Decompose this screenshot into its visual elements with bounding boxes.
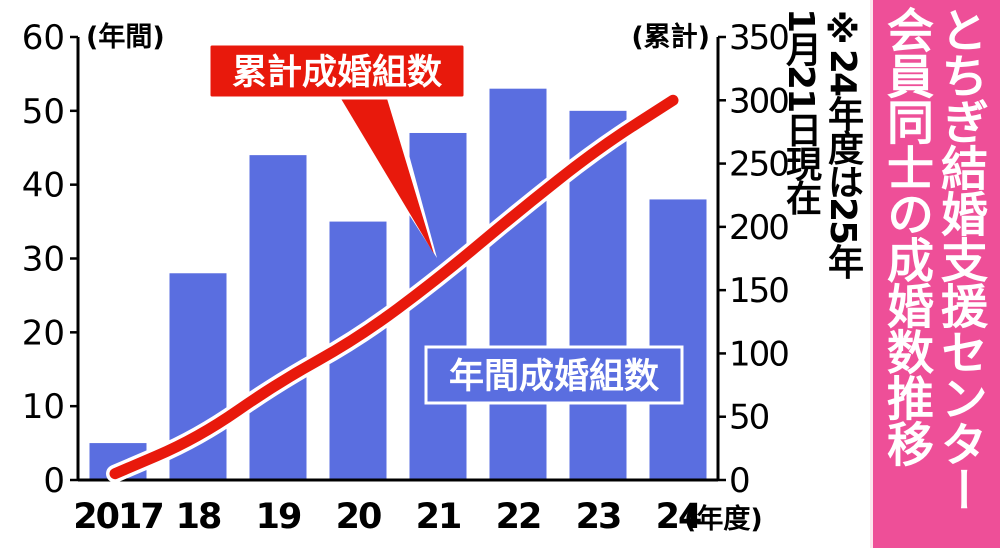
x-tick-label-21: 21 [416, 497, 461, 537]
bar-line-chart: 0 10 20 30 40 50 60 0 50 100 150 200 250 300 350 (年間) (累… [22, 18, 791, 537]
cumulative-line [109, 94, 679, 480]
bar-legend-label: 年間成婚組数 [449, 357, 659, 397]
x-tick-label-18: 18 [176, 497, 221, 537]
line-legend-label: 累計成婚組数 [232, 53, 442, 93]
chart-area: 0 10 20 30 40 50 60 0 50 100 150 200 250 300 350 (年間) (累… [0, 0, 870, 548]
right-tick-label: 350 [729, 18, 788, 58]
title-band [873, 0, 1000, 548]
cumulative-point-21 [437, 277, 439, 280]
cumulative-point-20 [357, 337, 359, 340]
chart-title-line1: とちぎ結婚支援センター [932, 6, 987, 512]
right-tick-label: 250 [729, 145, 788, 185]
right-tick-label: 200 [729, 208, 788, 248]
note-line1: ※24年度は25年 [822, 10, 863, 278]
right-tick-label: 0 [729, 461, 749, 501]
x-tick-label-23: 23 [576, 497, 621, 537]
left-tick-label: 20 [22, 313, 65, 353]
x-tick-label-19: 19 [256, 497, 301, 537]
right-axis-label: (累計) [631, 21, 710, 53]
left-axis-label: (年間) [86, 21, 165, 53]
bar-22 [489, 88, 547, 480]
left-tick-label: 40 [22, 166, 65, 206]
bar-19 [249, 155, 307, 480]
left-tick-label: 10 [22, 387, 65, 427]
chart-title-line2: 会員同士の成婚数推移 [878, 6, 933, 466]
left-tick-label: 50 [22, 92, 65, 132]
left-tick-label: 60 [22, 18, 65, 58]
right-tick-label: 300 [729, 81, 788, 121]
right-tick-label: 100 [729, 334, 788, 374]
right-tick-label: 150 [729, 271, 788, 311]
note-line2: 1月21日現在 [780, 8, 821, 214]
x-tick-label-22: 22 [496, 497, 541, 537]
left-tick-label: 30 [22, 240, 65, 280]
bar-legend-box [424, 345, 684, 405]
cumulative-point-23 [597, 147, 599, 150]
bar-24 [649, 199, 707, 480]
line-callout-pointer [337, 92, 434, 254]
cumulative-point-22 [517, 210, 519, 213]
x-tick-label-2017: 2017 [73, 497, 162, 537]
left-tick-label: 0 [43, 461, 65, 501]
right-tick-label: 50 [729, 398, 769, 438]
cumulative-point-2017 [114, 472, 116, 475]
cumulative-point-19 [277, 381, 279, 384]
x-axis-suffix: (年度) [684, 503, 763, 535]
bar-21 [409, 132, 467, 480]
cumulative-point-24 [672, 99, 674, 102]
cumulative-point-18 [197, 437, 199, 440]
x-tick-label-24: 24 [656, 497, 701, 537]
x-tick-label-20: 20 [336, 497, 381, 537]
line-callout-pointer-outline [330, 92, 437, 258]
line-legend-box [207, 42, 467, 100]
